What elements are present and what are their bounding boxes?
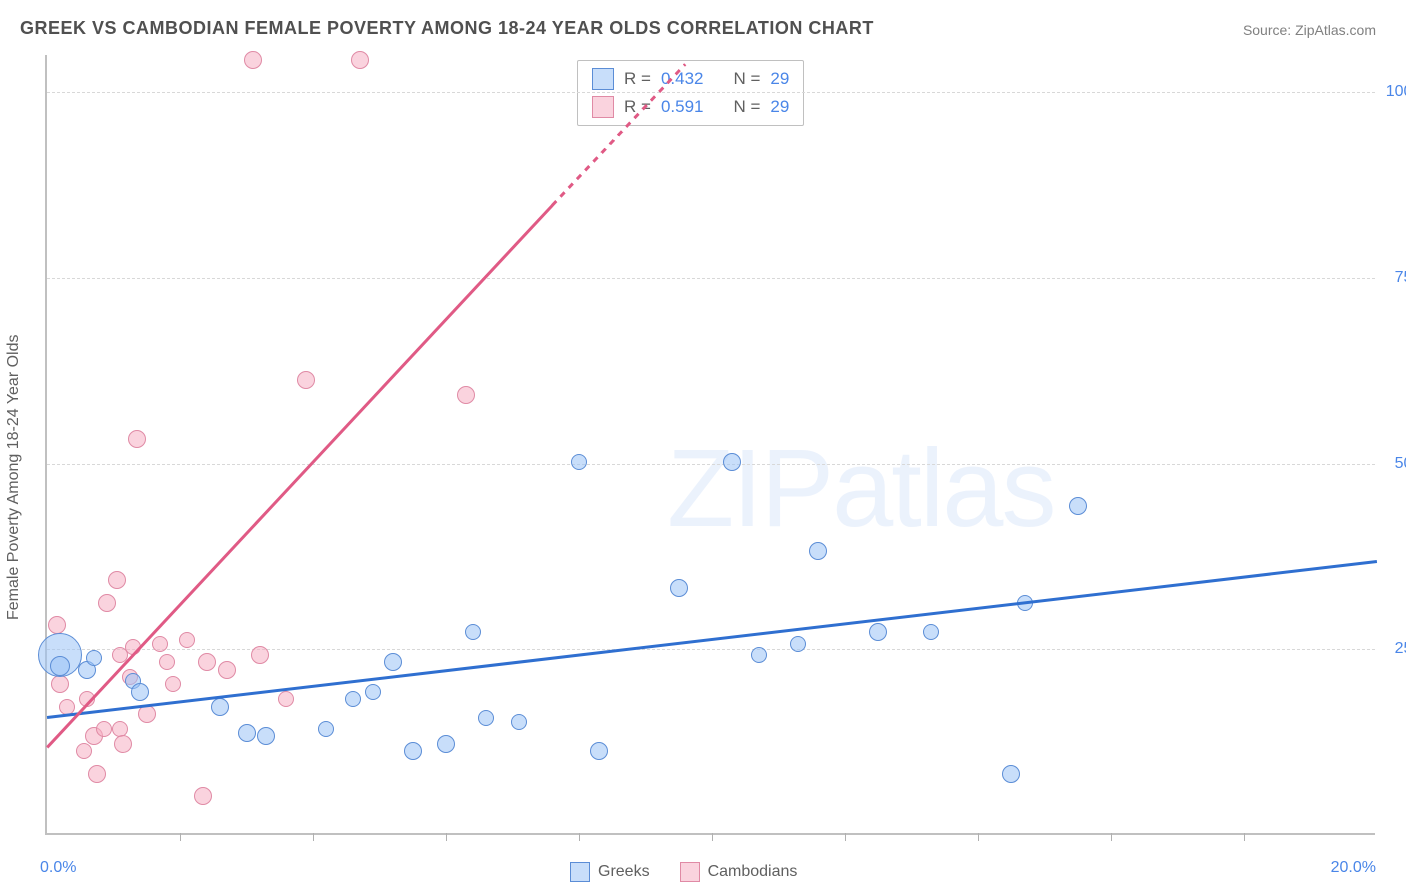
x-tick — [1111, 833, 1112, 841]
data-point-greeks — [723, 453, 741, 471]
data-point-greeks — [86, 650, 102, 666]
y-tick-label: 75.0% — [1395, 269, 1406, 287]
cambodians-label: Cambodians — [708, 863, 798, 880]
data-point-cambodians — [98, 594, 116, 612]
data-point-greeks — [257, 727, 275, 745]
gridline — [47, 92, 1375, 93]
data-point-greeks — [809, 542, 827, 560]
source-attribution: Source: ZipAtlas.com — [1243, 22, 1376, 38]
cambodians-swatch-icon — [680, 862, 700, 882]
x-tick — [313, 833, 314, 841]
x-tick — [712, 833, 713, 841]
gridline — [47, 278, 1375, 279]
data-point-greeks — [571, 454, 587, 470]
data-point-cambodians — [244, 51, 262, 69]
cambodians-swatch — [592, 96, 614, 118]
n-label: N = — [733, 97, 760, 117]
legend-cambodians: Cambodians — [680, 862, 798, 882]
data-point-cambodians — [297, 371, 315, 389]
chart-container: GREEK VS CAMBODIAN FEMALE POVERTY AMONG … — [0, 0, 1406, 892]
x-tick — [978, 833, 979, 841]
data-point-greeks — [478, 710, 494, 726]
data-point-greeks — [670, 579, 688, 597]
data-point-greeks — [790, 636, 806, 652]
greeks-swatch-icon — [570, 862, 590, 882]
data-point-cambodians — [278, 691, 294, 707]
series-legend: Greeks Cambodians — [570, 862, 797, 882]
data-point-cambodians — [114, 735, 132, 753]
data-point-cambodians — [159, 654, 175, 670]
data-point-greeks — [318, 721, 334, 737]
greeks-swatch — [592, 68, 614, 90]
data-point-cambodians — [51, 675, 69, 693]
y-tick-label: 25.0% — [1395, 640, 1406, 658]
plot-area: ZIPatlas R = 0.432 N = 29 R = 0.591 N = … — [45, 55, 1375, 835]
data-point-greeks — [465, 624, 481, 640]
data-point-greeks — [404, 742, 422, 760]
data-point-cambodians — [179, 632, 195, 648]
gridline — [47, 464, 1375, 465]
data-point-cambodians — [48, 616, 66, 634]
data-point-cambodians — [76, 743, 92, 759]
greeks-label: Greeks — [598, 863, 650, 880]
stats-row-greeks: R = 0.432 N = 29 — [578, 65, 803, 93]
data-point-cambodians — [165, 676, 181, 692]
y-tick-label: 100.0% — [1386, 83, 1406, 101]
y-axis-label: Female Poverty Among 18-24 Year Olds — [5, 335, 23, 621]
data-point-cambodians — [138, 705, 156, 723]
data-point-greeks — [345, 691, 361, 707]
data-point-cambodians — [152, 636, 168, 652]
data-point-greeks — [751, 647, 767, 663]
y-tick-label: 50.0% — [1395, 455, 1406, 473]
data-point-cambodians — [128, 430, 146, 448]
watermark: ZIPatlas — [667, 425, 1054, 552]
n-label: N = — [733, 69, 760, 89]
x-axis-max-label: 20.0% — [1331, 859, 1376, 877]
data-point-greeks — [365, 684, 381, 700]
greeks-n-value: 29 — [770, 69, 789, 89]
data-point-greeks — [923, 624, 939, 640]
data-point-greeks — [437, 735, 455, 753]
data-point-cambodians — [457, 386, 475, 404]
stats-row-cambodians: R = 0.591 N = 29 — [578, 93, 803, 121]
data-point-cambodians — [96, 721, 112, 737]
data-point-cambodians — [351, 51, 369, 69]
gridline — [47, 649, 1375, 650]
data-point-cambodians — [218, 661, 236, 679]
r-label: R = — [624, 69, 651, 89]
x-tick — [446, 833, 447, 841]
chart-title: GREEK VS CAMBODIAN FEMALE POVERTY AMONG … — [20, 18, 874, 39]
data-point-greeks — [238, 724, 256, 742]
x-tick — [1244, 833, 1245, 841]
data-point-cambodians — [194, 787, 212, 805]
data-point-greeks — [1002, 765, 1020, 783]
x-tick — [845, 833, 846, 841]
x-tick — [180, 833, 181, 841]
data-point-greeks — [511, 714, 527, 730]
cambodians-n-value: 29 — [770, 97, 789, 117]
data-point-greeks — [50, 656, 70, 676]
data-point-greeks — [211, 698, 229, 716]
data-point-cambodians — [198, 653, 216, 671]
data-point-greeks — [1069, 497, 1087, 515]
x-axis-min-label: 0.0% — [40, 859, 76, 877]
data-point-greeks — [131, 683, 149, 701]
cambodians-r-value: 0.591 — [661, 97, 704, 117]
x-tick — [579, 833, 580, 841]
data-point-cambodians — [88, 765, 106, 783]
data-point-greeks — [869, 623, 887, 641]
data-point-cambodians — [108, 571, 126, 589]
data-point-greeks — [590, 742, 608, 760]
legend-greeks: Greeks — [570, 862, 650, 882]
data-point-cambodians — [251, 646, 269, 664]
trendline — [47, 560, 1377, 718]
data-point-greeks — [384, 653, 402, 671]
